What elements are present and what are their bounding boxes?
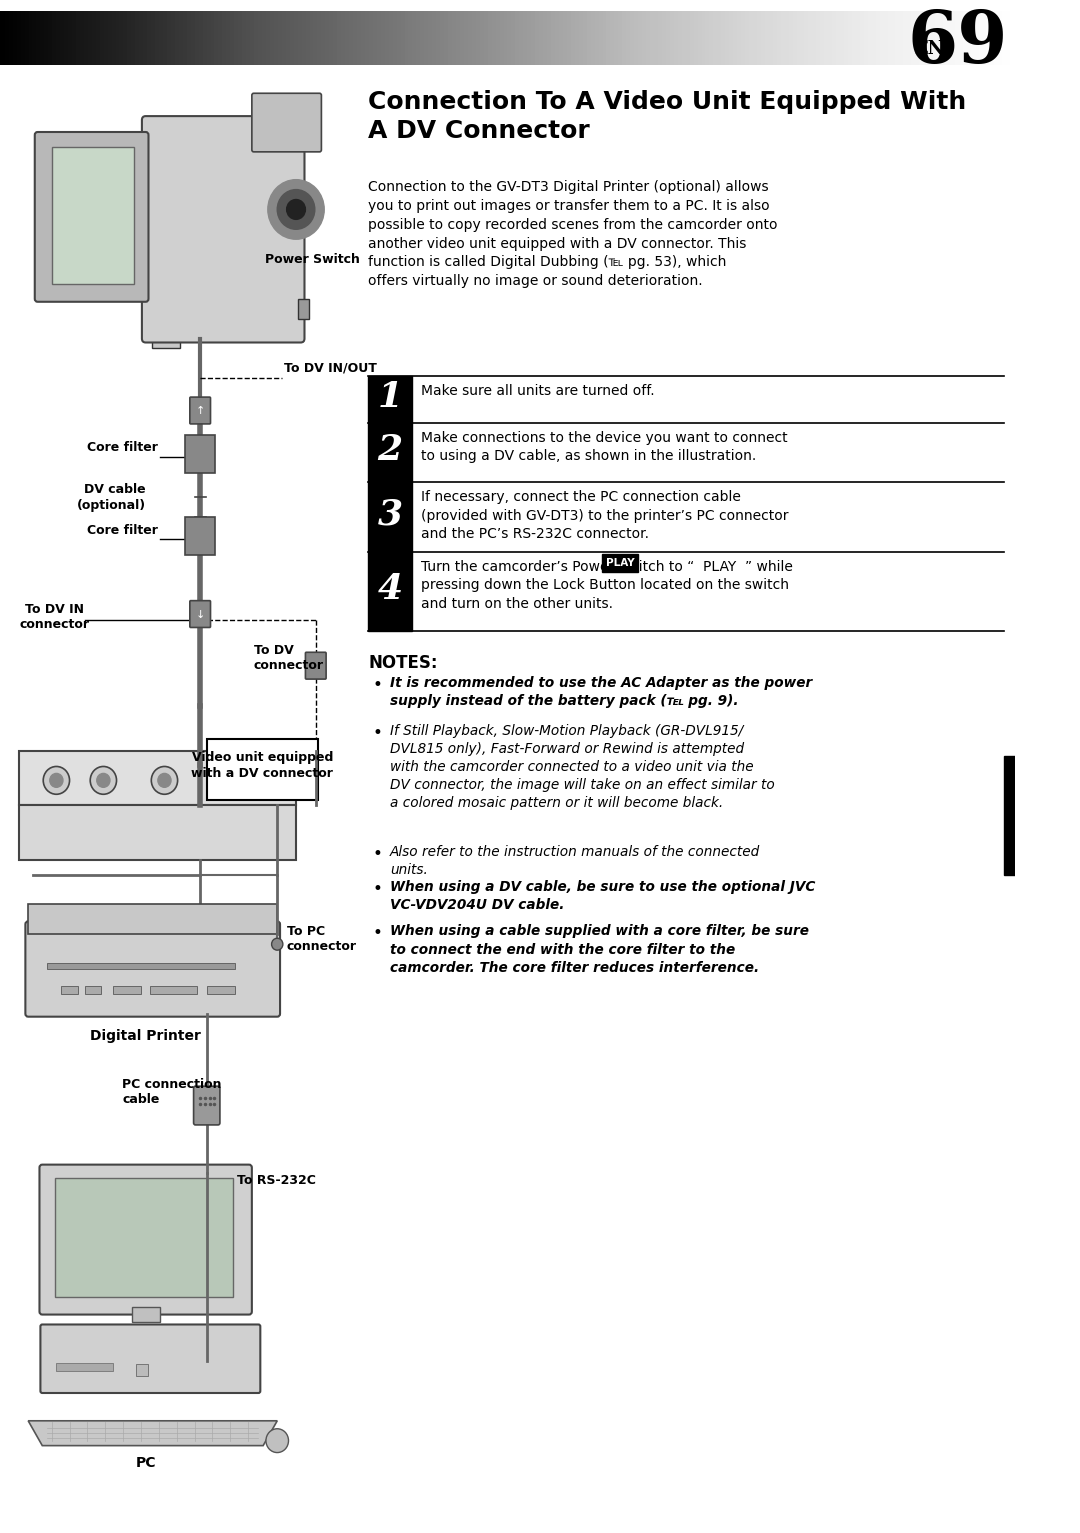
Bar [152, 150, 180, 348]
Bar [112, 986, 141, 993]
Text: •: • [373, 676, 382, 694]
Text: •: • [373, 924, 382, 943]
Circle shape [91, 766, 117, 794]
Circle shape [286, 199, 306, 219]
Circle shape [271, 938, 283, 950]
Text: Make connections to the device you want to connect
to using a DV cable, as shown: Make connections to the device you want … [421, 431, 787, 463]
Bar [206, 986, 235, 993]
Text: 2: 2 [377, 432, 403, 466]
FancyBboxPatch shape [40, 1165, 252, 1315]
Bar [62, 986, 78, 993]
Text: ↑: ↑ [195, 406, 205, 415]
Text: 3: 3 [377, 497, 403, 532]
Text: NOTES:: NOTES: [368, 655, 437, 673]
Text: PC: PC [135, 1455, 156, 1470]
Circle shape [158, 774, 171, 788]
Text: PC connection
cable: PC connection cable [122, 1078, 221, 1107]
Bar [185, 435, 215, 472]
Circle shape [97, 774, 110, 788]
FancyBboxPatch shape [190, 397, 211, 425]
Bar [52, 147, 134, 284]
Text: Power Switch: Power Switch [265, 253, 360, 265]
Bar [28, 904, 278, 934]
Text: 69: 69 [907, 8, 1008, 78]
FancyBboxPatch shape [190, 601, 211, 627]
Bar [84, 986, 102, 993]
Bar [603, 553, 638, 572]
Text: If Still Playback, Slow-Motion Playback (GR-DVL915/
DVL815 only), Fast-Forward o: If Still Playback, Slow-Motion Playback … [390, 724, 774, 811]
Text: When using a cable supplied with a core filter, be sure
to connect the end with : When using a cable supplied with a core … [390, 924, 809, 975]
Text: Core filter: Core filter [87, 442, 158, 454]
Circle shape [151, 766, 177, 794]
Text: •: • [373, 880, 382, 898]
Text: To PC
connector: To PC connector [286, 926, 356, 954]
Bar [150, 986, 198, 993]
Text: Make sure all units are turned off.: Make sure all units are turned off. [421, 385, 654, 399]
Bar [298, 299, 309, 319]
FancyBboxPatch shape [35, 132, 148, 302]
Text: •: • [373, 724, 382, 742]
Bar [206, 739, 318, 800]
Polygon shape [28, 1421, 278, 1446]
Text: When using a DV cable, be sure to use the optional JVC
VC-VDV204U DV cable.: When using a DV cable, be sure to use th… [390, 880, 815, 912]
Bar [368, 552, 411, 632]
Text: Also refer to the instruction manuals of the connected
units.: Also refer to the instruction manuals of… [390, 845, 760, 877]
Text: EN: EN [915, 40, 945, 58]
Bar [136, 1364, 148, 1377]
Text: Digital Printer: Digital Printer [91, 1029, 201, 1042]
Text: It is recommended to use the AC Adapter as the power
supply instead of the batte: It is recommended to use the AC Adapter … [390, 676, 812, 708]
Bar [1003, 756, 1015, 875]
Bar [132, 1306, 160, 1321]
Bar [368, 423, 411, 483]
Bar [54, 1177, 233, 1297]
Text: DV cable
(optional): DV cable (optional) [77, 483, 146, 512]
Circle shape [43, 766, 69, 794]
Circle shape [266, 1429, 288, 1453]
Text: To DV IN/OUT: To DV IN/OUT [284, 362, 377, 374]
FancyBboxPatch shape [40, 1325, 260, 1393]
Bar [48, 963, 235, 969]
Bar [56, 1363, 112, 1371]
Bar [368, 483, 411, 552]
Circle shape [50, 774, 63, 788]
Bar [18, 805, 296, 860]
Text: To DV
connector: To DV connector [254, 644, 324, 673]
Text: •: • [373, 845, 382, 863]
Bar [18, 751, 296, 805]
Bar [368, 376, 411, 423]
Text: Connection to the GV-DT3 Digital Printer (optional) allows
you to print out imag: Connection to the GV-DT3 Digital Printer… [368, 179, 778, 288]
Text: Core filter: Core filter [87, 524, 158, 537]
Text: ↓: ↓ [195, 610, 205, 619]
Bar [185, 517, 215, 555]
Circle shape [268, 179, 324, 239]
Text: Connection To A Video Unit Equipped With
A DV Connector: Connection To A Video Unit Equipped With… [368, 90, 967, 143]
FancyBboxPatch shape [193, 1087, 220, 1125]
Text: Video unit equipped
with a DV connector: Video unit equipped with a DV connector [191, 751, 333, 780]
Text: Turn the camcorder’s Power Switch to “  PLAY  ” while
pressing down the Lock But: Turn the camcorder’s Power Switch to “ P… [421, 560, 793, 610]
Text: PLAY: PLAY [606, 558, 635, 567]
Text: To DV IN
connector: To DV IN connector [19, 602, 90, 630]
FancyBboxPatch shape [252, 94, 322, 152]
FancyBboxPatch shape [306, 652, 326, 679]
FancyBboxPatch shape [25, 921, 280, 1016]
Text: To RS-232C: To RS-232C [237, 1174, 315, 1187]
FancyBboxPatch shape [141, 117, 305, 342]
Text: 1: 1 [377, 380, 403, 414]
Text: 4: 4 [377, 572, 403, 606]
Text: If necessary, connect the PC connection cable
(provided with GV-DT3) to the prin: If necessary, connect the PC connection … [421, 491, 788, 541]
Circle shape [278, 190, 315, 230]
